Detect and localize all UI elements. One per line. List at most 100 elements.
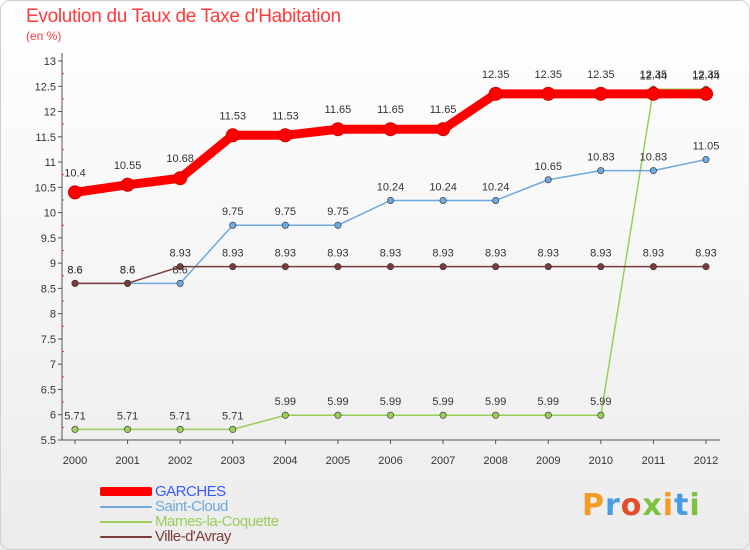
data-point xyxy=(436,122,451,137)
data-point xyxy=(386,411,394,419)
legend-item: GARCHES xyxy=(100,484,279,499)
data-label: 11.53 xyxy=(272,110,299,122)
logo-letter: x xyxy=(642,488,663,523)
logo-letter: i xyxy=(662,488,675,523)
data-label: 8.93 xyxy=(485,248,506,260)
data-label: 8.6 xyxy=(67,264,82,276)
data-label: 10.24 xyxy=(482,181,510,193)
data-point xyxy=(439,196,447,204)
data-label: 5.99 xyxy=(380,396,401,408)
data-point xyxy=(492,411,500,419)
data-point xyxy=(649,167,657,175)
data-label: 11.53 xyxy=(219,110,246,122)
data-label: 8.6 xyxy=(120,264,135,276)
y-tick-label: 10 xyxy=(44,208,56,220)
data-label: 8.93 xyxy=(538,248,559,260)
y-tick-label: 10.5 xyxy=(35,182,56,194)
x-tick-label: 2011 xyxy=(642,455,666,467)
data-point xyxy=(492,196,500,204)
data-point xyxy=(439,411,447,419)
data-point xyxy=(176,263,184,271)
y-tick-label: 9 xyxy=(50,258,56,270)
data-label: 11.65 xyxy=(430,104,457,116)
data-label: 10.24 xyxy=(429,181,457,193)
data-label: 10.83 xyxy=(640,152,668,164)
data-label: 8.93 xyxy=(222,248,243,260)
data-point xyxy=(334,411,342,419)
x-tick-label: 2009 xyxy=(536,455,560,467)
data-point xyxy=(176,279,184,287)
data-label: 8.93 xyxy=(169,248,190,260)
chart-title: Evolution du Taux de Taxe d'Habitation xyxy=(26,6,341,27)
data-label: 8.93 xyxy=(275,248,296,260)
data-label: 5.99 xyxy=(485,396,506,408)
data-label: 10.24 xyxy=(377,181,405,193)
data-label: 12.35 xyxy=(587,69,615,81)
data-label: 5.99 xyxy=(432,396,453,408)
y-tick-label: 13 xyxy=(44,56,56,68)
y-tick-label: 9.5 xyxy=(41,233,56,245)
data-point xyxy=(68,185,82,200)
data-label: 8.93 xyxy=(380,248,401,260)
data-point xyxy=(541,86,556,101)
data-label: 8.93 xyxy=(695,248,716,260)
data-label: 8.93 xyxy=(432,248,453,260)
data-label: 10.68 xyxy=(166,153,194,165)
data-point xyxy=(225,128,240,143)
data-point xyxy=(699,86,713,101)
data-label: 5.71 xyxy=(117,410,138,422)
data-point xyxy=(544,411,552,419)
data-point xyxy=(278,128,293,143)
data-point xyxy=(439,263,447,271)
y-tick-label: 11.5 xyxy=(35,132,56,144)
data-point xyxy=(646,86,661,101)
data-point xyxy=(71,425,79,433)
data-point xyxy=(176,425,184,433)
data-label: 12.35 xyxy=(482,69,510,81)
data-label: 8.93 xyxy=(327,248,348,260)
legend-item: Saint-Cloud xyxy=(100,499,279,514)
legend-swatch xyxy=(100,535,152,538)
data-label: 12.44 xyxy=(692,70,720,82)
data-point xyxy=(124,279,132,287)
data-label: 5.99 xyxy=(538,396,559,408)
data-point xyxy=(386,263,394,271)
x-tick-label: 2007 xyxy=(431,455,455,467)
data-point xyxy=(124,425,132,433)
x-tick-label: 2001 xyxy=(115,455,139,467)
y-tick-label: 11 xyxy=(45,157,56,169)
data-label: 5.71 xyxy=(64,410,85,422)
data-point xyxy=(334,221,342,229)
data-point xyxy=(229,221,237,229)
data-label: 9.75 xyxy=(327,206,348,218)
x-tick-label: 2002 xyxy=(168,455,192,467)
data-point xyxy=(488,86,503,101)
data-label: 8.6 xyxy=(173,264,188,276)
data-point xyxy=(597,167,605,175)
data-label: 10.83 xyxy=(587,152,615,164)
legend-item: Ville-d'Avray xyxy=(100,529,279,544)
data-label: 10.55 xyxy=(114,160,142,172)
data-label: 11.65 xyxy=(325,104,352,116)
x-tick-label: 2000 xyxy=(63,455,87,467)
data-point xyxy=(281,221,289,229)
data-label: 5.71 xyxy=(169,410,190,422)
data-point xyxy=(173,171,188,186)
data-label: 12.44 xyxy=(640,70,668,82)
data-label: 10.65 xyxy=(534,161,562,173)
data-label: 12.35 xyxy=(640,69,668,81)
legend-label: Ville-d'Avray xyxy=(155,528,231,545)
x-tick-label: 2003 xyxy=(221,455,245,467)
logo-letter: i xyxy=(689,488,701,523)
data-point xyxy=(597,411,605,419)
data-point xyxy=(544,176,552,184)
data-label: 9.75 xyxy=(275,206,296,218)
x-tick-label: 2012 xyxy=(694,455,718,467)
legend-swatch xyxy=(100,505,152,508)
data-point xyxy=(330,122,345,137)
x-tick-label: 2010 xyxy=(589,455,613,467)
data-point xyxy=(383,122,398,137)
data-point xyxy=(649,263,657,271)
data-label: 5.99 xyxy=(275,396,296,408)
